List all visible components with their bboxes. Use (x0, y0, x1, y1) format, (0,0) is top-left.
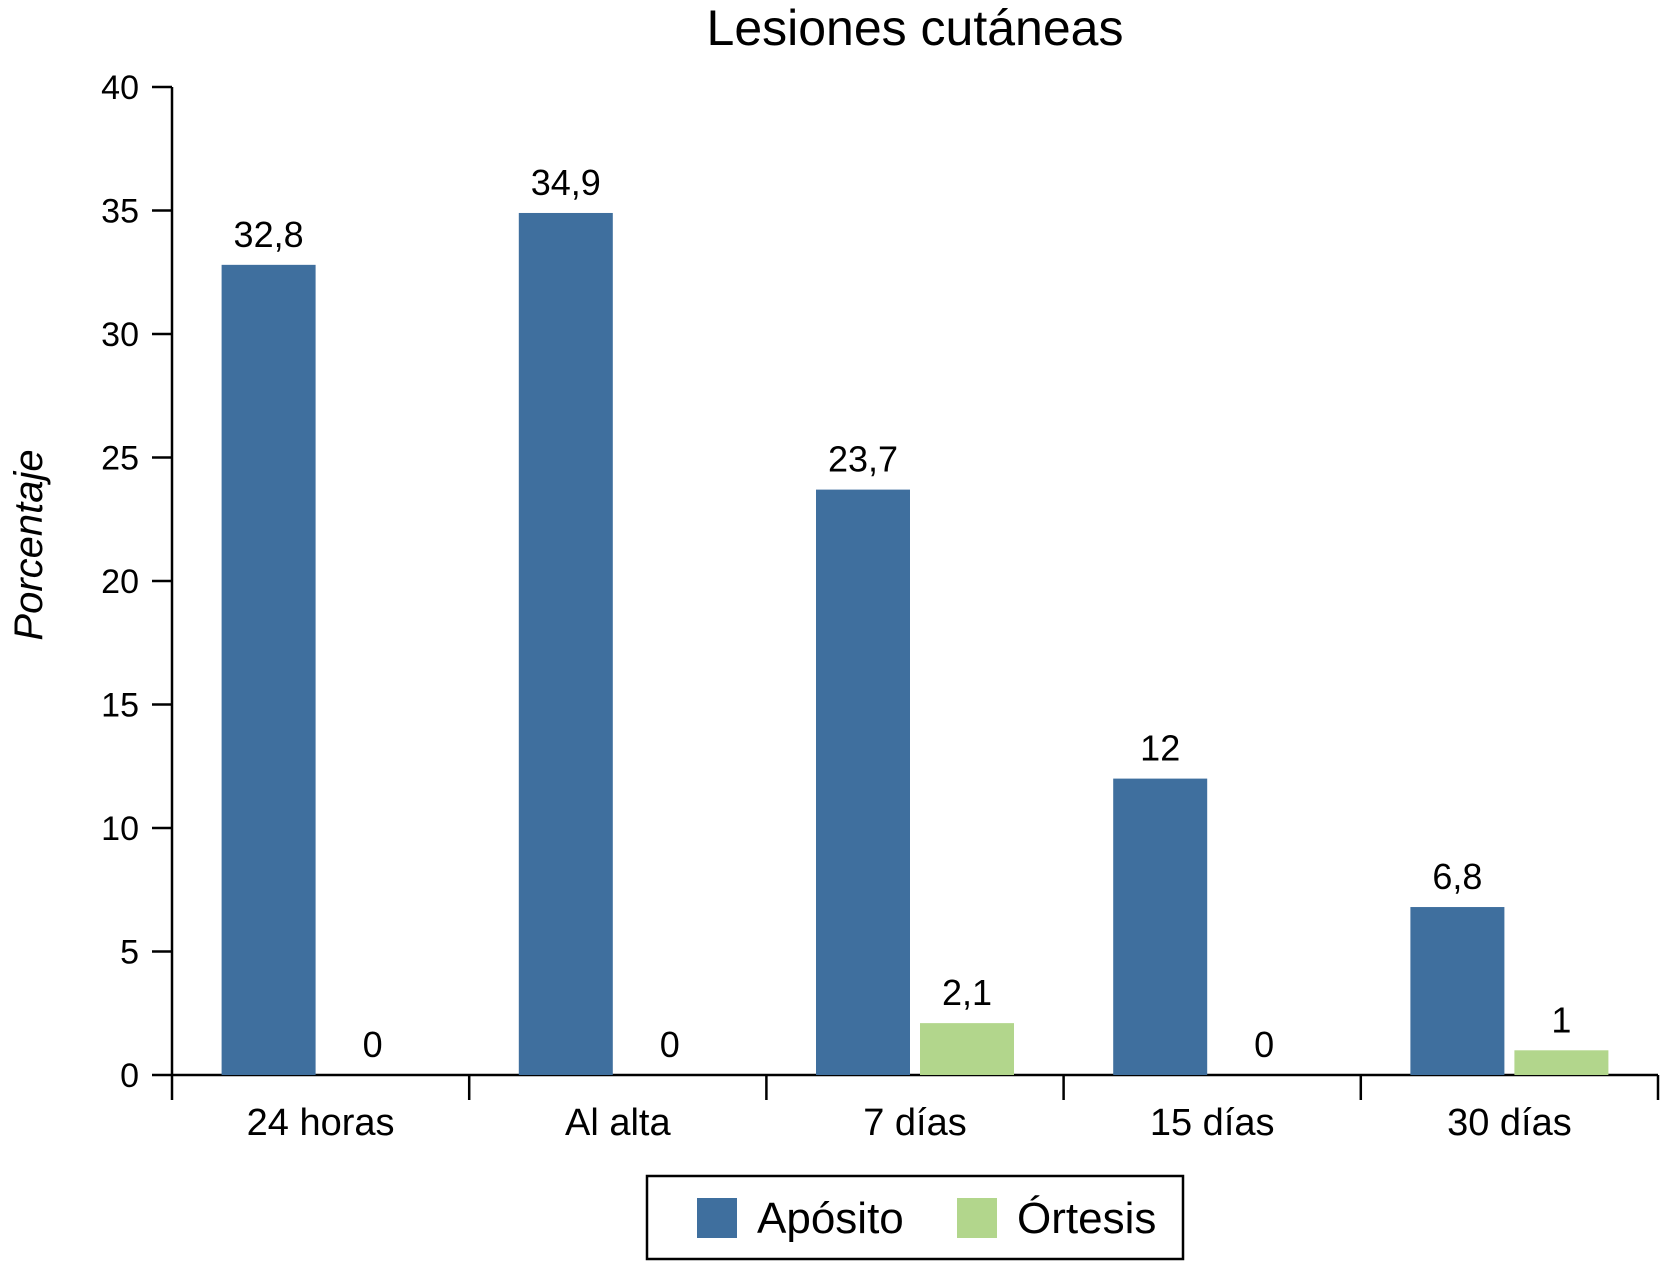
legend-swatch (957, 1198, 997, 1238)
y-axis-label: Porcentaje (7, 449, 51, 640)
x-tick-label: 30 días (1447, 1102, 1572, 1144)
x-tick-label: 7 días (863, 1102, 967, 1144)
bar (1410, 907, 1505, 1075)
bar (518, 212, 613, 1076)
y-tick-label: 30 (101, 316, 139, 354)
y-tick-label: 35 (101, 193, 139, 231)
y-tick-label: 5 (120, 934, 139, 972)
x-tick-label: 15 días (1150, 1102, 1275, 1144)
data-label: 6,8 (1432, 856, 1482, 897)
y-tick-label: 25 (101, 440, 139, 478)
bar (1113, 778, 1208, 1075)
y-tick-label: 0 (120, 1057, 139, 1095)
legend-swatch (697, 1198, 737, 1238)
x-tick-label: Al alta (565, 1102, 671, 1144)
data-label: 0 (1254, 1024, 1274, 1065)
data-label: 2,1 (942, 972, 992, 1013)
bar (816, 489, 910, 1075)
bar (920, 1023, 1014, 1075)
data-label: 12 (1140, 728, 1180, 769)
data-label: 0 (660, 1024, 680, 1065)
y-tick-label: 20 (101, 563, 139, 601)
legend: Apósito Órtesis (645, 1174, 1185, 1261)
bar (1514, 1050, 1609, 1075)
data-label: 34,9 (531, 162, 601, 203)
data-label: 1 (1551, 999, 1571, 1040)
y-tick-label: 15 (101, 687, 139, 725)
legend-label: Apósito (757, 1194, 904, 1243)
y-tick-label: 10 (101, 810, 139, 848)
data-label: 0 (363, 1024, 383, 1065)
data-label: 32,8 (234, 214, 304, 255)
data-labels: 32,8 34,9 23,7 12 6,8 0 0 2,1 0 1 (234, 162, 1572, 1065)
bar (221, 264, 316, 1076)
data-label: 23,7 (828, 439, 898, 480)
bars (221, 212, 1609, 1076)
legend-label: Órtesis (1017, 1194, 1156, 1243)
y-tick-label: 40 (101, 69, 139, 107)
legend-box (645, 1174, 1185, 1261)
chart-title: Lesiones cutáneas (707, 0, 1124, 56)
x-tick-label: 24 horas (247, 1102, 395, 1144)
